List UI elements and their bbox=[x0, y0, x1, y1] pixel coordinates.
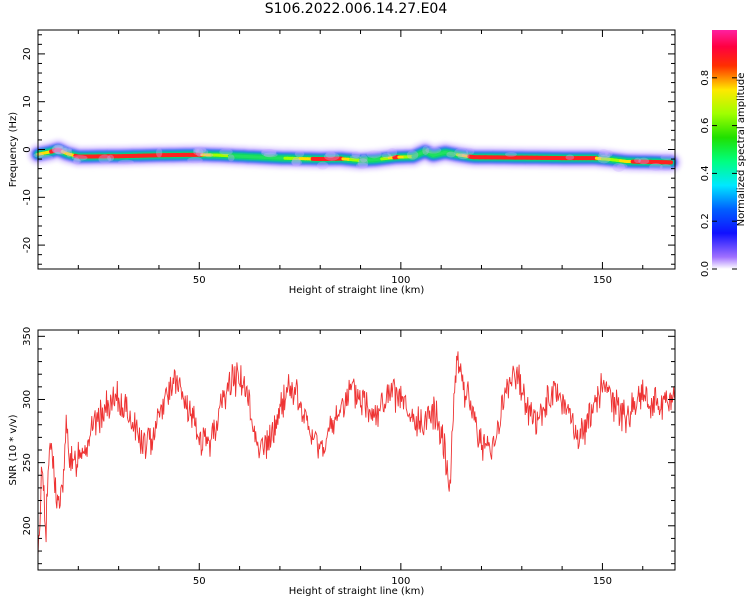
spectrogram-fringe bbox=[52, 145, 68, 154]
colorbar-gradient bbox=[712, 30, 737, 269]
spectrogram-x-axis-label: Height of straight line (km) bbox=[289, 285, 425, 296]
spectrogram-fringe bbox=[565, 154, 575, 160]
spectrogram-fringe bbox=[204, 153, 214, 158]
spectrogram-fringe bbox=[291, 156, 301, 167]
spectrogram-fringe bbox=[51, 144, 64, 155]
spectrogram-fringe bbox=[187, 157, 203, 164]
colorbar-label: Normalized spectral amplitude bbox=[736, 73, 747, 227]
spectrogram-fringe bbox=[634, 157, 641, 164]
spectrogram-fringe bbox=[324, 152, 340, 161]
spectrogram-fringe bbox=[351, 151, 361, 158]
colorbar: 0.0 0.2 0.4 0.6 0.8 Normalized spectral ampl… bbox=[700, 30, 747, 277]
spectrogram-fringe bbox=[261, 149, 277, 155]
colorbar-tick-label: 0.0 bbox=[700, 261, 711, 277]
spectrogram-fringe bbox=[38, 154, 53, 160]
spectrogram-y-tick-label: 10 bbox=[22, 95, 33, 108]
spectrogram-fringe bbox=[98, 154, 112, 164]
spectrogram-fringe bbox=[227, 154, 235, 162]
spectrogram-fringe bbox=[454, 147, 468, 158]
spectrogram-fringe bbox=[598, 149, 609, 156]
spectrogram-fringe bbox=[54, 146, 67, 155]
spectrogram-fringe bbox=[659, 164, 672, 171]
spectrogram-fringe bbox=[605, 150, 613, 158]
snr-y-tick-label: 350 bbox=[22, 327, 33, 346]
spectrogram-fringe bbox=[612, 162, 626, 172]
spectrogram-fringe bbox=[62, 147, 73, 152]
spectrogram-fringe bbox=[425, 146, 442, 154]
snr-x-tick-label: 150 bbox=[593, 576, 612, 587]
figure-title: S106.2022.006.14.27.E04 bbox=[264, 1, 448, 17]
spectrogram-fringe bbox=[457, 152, 470, 160]
spectrogram-x-tick-label: 50 bbox=[193, 275, 206, 286]
spectrogram-fringe bbox=[261, 148, 277, 157]
spectrogram-fringe bbox=[219, 148, 233, 156]
spectrogram-fringe bbox=[597, 154, 611, 164]
spectrogram-x-tick-label: 150 bbox=[593, 275, 612, 286]
spectrogram-fringe bbox=[466, 148, 475, 155]
spectrogram-fringe bbox=[446, 151, 456, 158]
spectrogram-fringe bbox=[406, 150, 419, 160]
snr-series-line bbox=[37, 351, 676, 557]
spectrogram-fringe bbox=[291, 159, 303, 166]
spectrogram-fringe bbox=[617, 163, 628, 169]
spectrogram-ticks: 50 100 150 -20 -10 0 10 20 bbox=[22, 30, 675, 286]
spectrogram-y-axis-label: Frequency (Hz) bbox=[8, 112, 19, 188]
spectrogram-fringe bbox=[422, 145, 430, 156]
spectrogram-fringe bbox=[660, 154, 674, 160]
spectrogram-fringe bbox=[71, 155, 88, 161]
spectrogram-fringe bbox=[156, 147, 163, 158]
colorbar-ticks: 0.0 0.2 0.4 0.6 0.8 bbox=[700, 70, 737, 277]
colorbar-tick-label: 0.6 bbox=[700, 118, 711, 134]
spectrogram-fringe bbox=[387, 148, 398, 157]
spectrogram-fringe bbox=[359, 154, 368, 163]
spectrogram-fringe bbox=[33, 152, 44, 158]
snr-x-tick-label: 50 bbox=[193, 576, 206, 587]
spectrogram-fringe bbox=[356, 162, 368, 169]
spectrogram-fringe bbox=[73, 157, 80, 165]
spectrogram-fringe bbox=[349, 154, 361, 160]
snr-y-tick-label: 200 bbox=[22, 516, 33, 535]
spectrogram-y-tick-label: -20 bbox=[22, 237, 33, 253]
spectrogram-fringe bbox=[72, 159, 82, 164]
snr-y-tick-label: 250 bbox=[22, 453, 33, 472]
spectrogram-fringe bbox=[316, 161, 329, 170]
spectrogram-fringe bbox=[263, 152, 278, 158]
snr-frame bbox=[37, 329, 676, 571]
spectrogram-fringe bbox=[118, 159, 134, 165]
spectrogram-x-tick-label: 100 bbox=[391, 275, 410, 286]
spectrogram-y-tick-label: 20 bbox=[22, 48, 33, 61]
spectrogram-fringe bbox=[294, 150, 305, 158]
spectrogram-ridge bbox=[27, 138, 682, 174]
snr-x-tick-label: 100 bbox=[391, 576, 410, 587]
snr-line-group bbox=[37, 351, 676, 557]
spectrogram-fringe bbox=[366, 150, 382, 159]
spectrogram-fringe bbox=[649, 163, 663, 171]
spectrogram-fringe bbox=[598, 152, 611, 159]
spectrogram-fringe bbox=[195, 148, 204, 157]
colorbar-tick-label: 0.2 bbox=[700, 213, 711, 229]
spectrogram-fringe bbox=[194, 146, 207, 154]
colorbar-tick-label: 0.4 bbox=[700, 165, 711, 181]
spectrogram-fringe bbox=[66, 148, 73, 158]
spectrogram-fringe bbox=[325, 150, 336, 159]
spectrogram-fringe bbox=[638, 157, 650, 165]
snr-y-tick-label: 300 bbox=[22, 390, 33, 409]
spectrogram-fringe bbox=[193, 147, 200, 153]
colorbar-tick-label: 0.8 bbox=[700, 70, 711, 86]
snr-ticks: 50 100 150 200 250 300 350 bbox=[22, 327, 675, 587]
spectrogram-fringe bbox=[54, 144, 64, 149]
snr-x-axis-label: Height of straight line (km) bbox=[289, 586, 425, 597]
spectrogram-y-tick-label: 0 bbox=[22, 146, 33, 152]
spectrogram-fringe bbox=[193, 148, 209, 156]
spectrogram-fringe bbox=[505, 151, 517, 157]
snr-y-axis-label: SNR (10 * v/v) bbox=[8, 414, 19, 485]
spectrogram-fringe bbox=[357, 158, 369, 168]
spectrogram-panel: 50 100 150 -20 -10 0 10 20 Height of straight l… bbox=[8, 29, 682, 296]
spectrogram-fringe bbox=[107, 154, 115, 162]
spectrogram-y-tick-label: -10 bbox=[22, 189, 33, 205]
spectrogram-fringe bbox=[381, 152, 392, 159]
snr-panel: 50 100 150 200 250 300 350 Height of straight … bbox=[8, 327, 676, 597]
